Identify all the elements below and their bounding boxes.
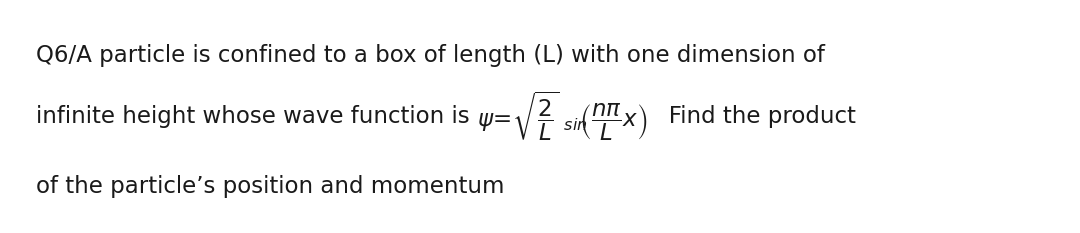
- Text: $\psi\!=\!\sqrt{\dfrac{2}{L}}\;_{\mathit{sin}}\!\!\left(\dfrac{n\pi}{L}x\right)$: $\psi\!=\!\sqrt{\dfrac{2}{L}}\;_{\mathit…: [476, 90, 647, 143]
- Text: infinite height whose wave function is: infinite height whose wave function is: [36, 105, 476, 128]
- Text: Find the product: Find the product: [647, 105, 855, 128]
- Text: Q6/A particle is confined to a box of length (L) with one dimension of: Q6/A particle is confined to a box of le…: [36, 45, 824, 67]
- Text: of the particle’s position and momentum: of the particle’s position and momentum: [36, 175, 504, 198]
